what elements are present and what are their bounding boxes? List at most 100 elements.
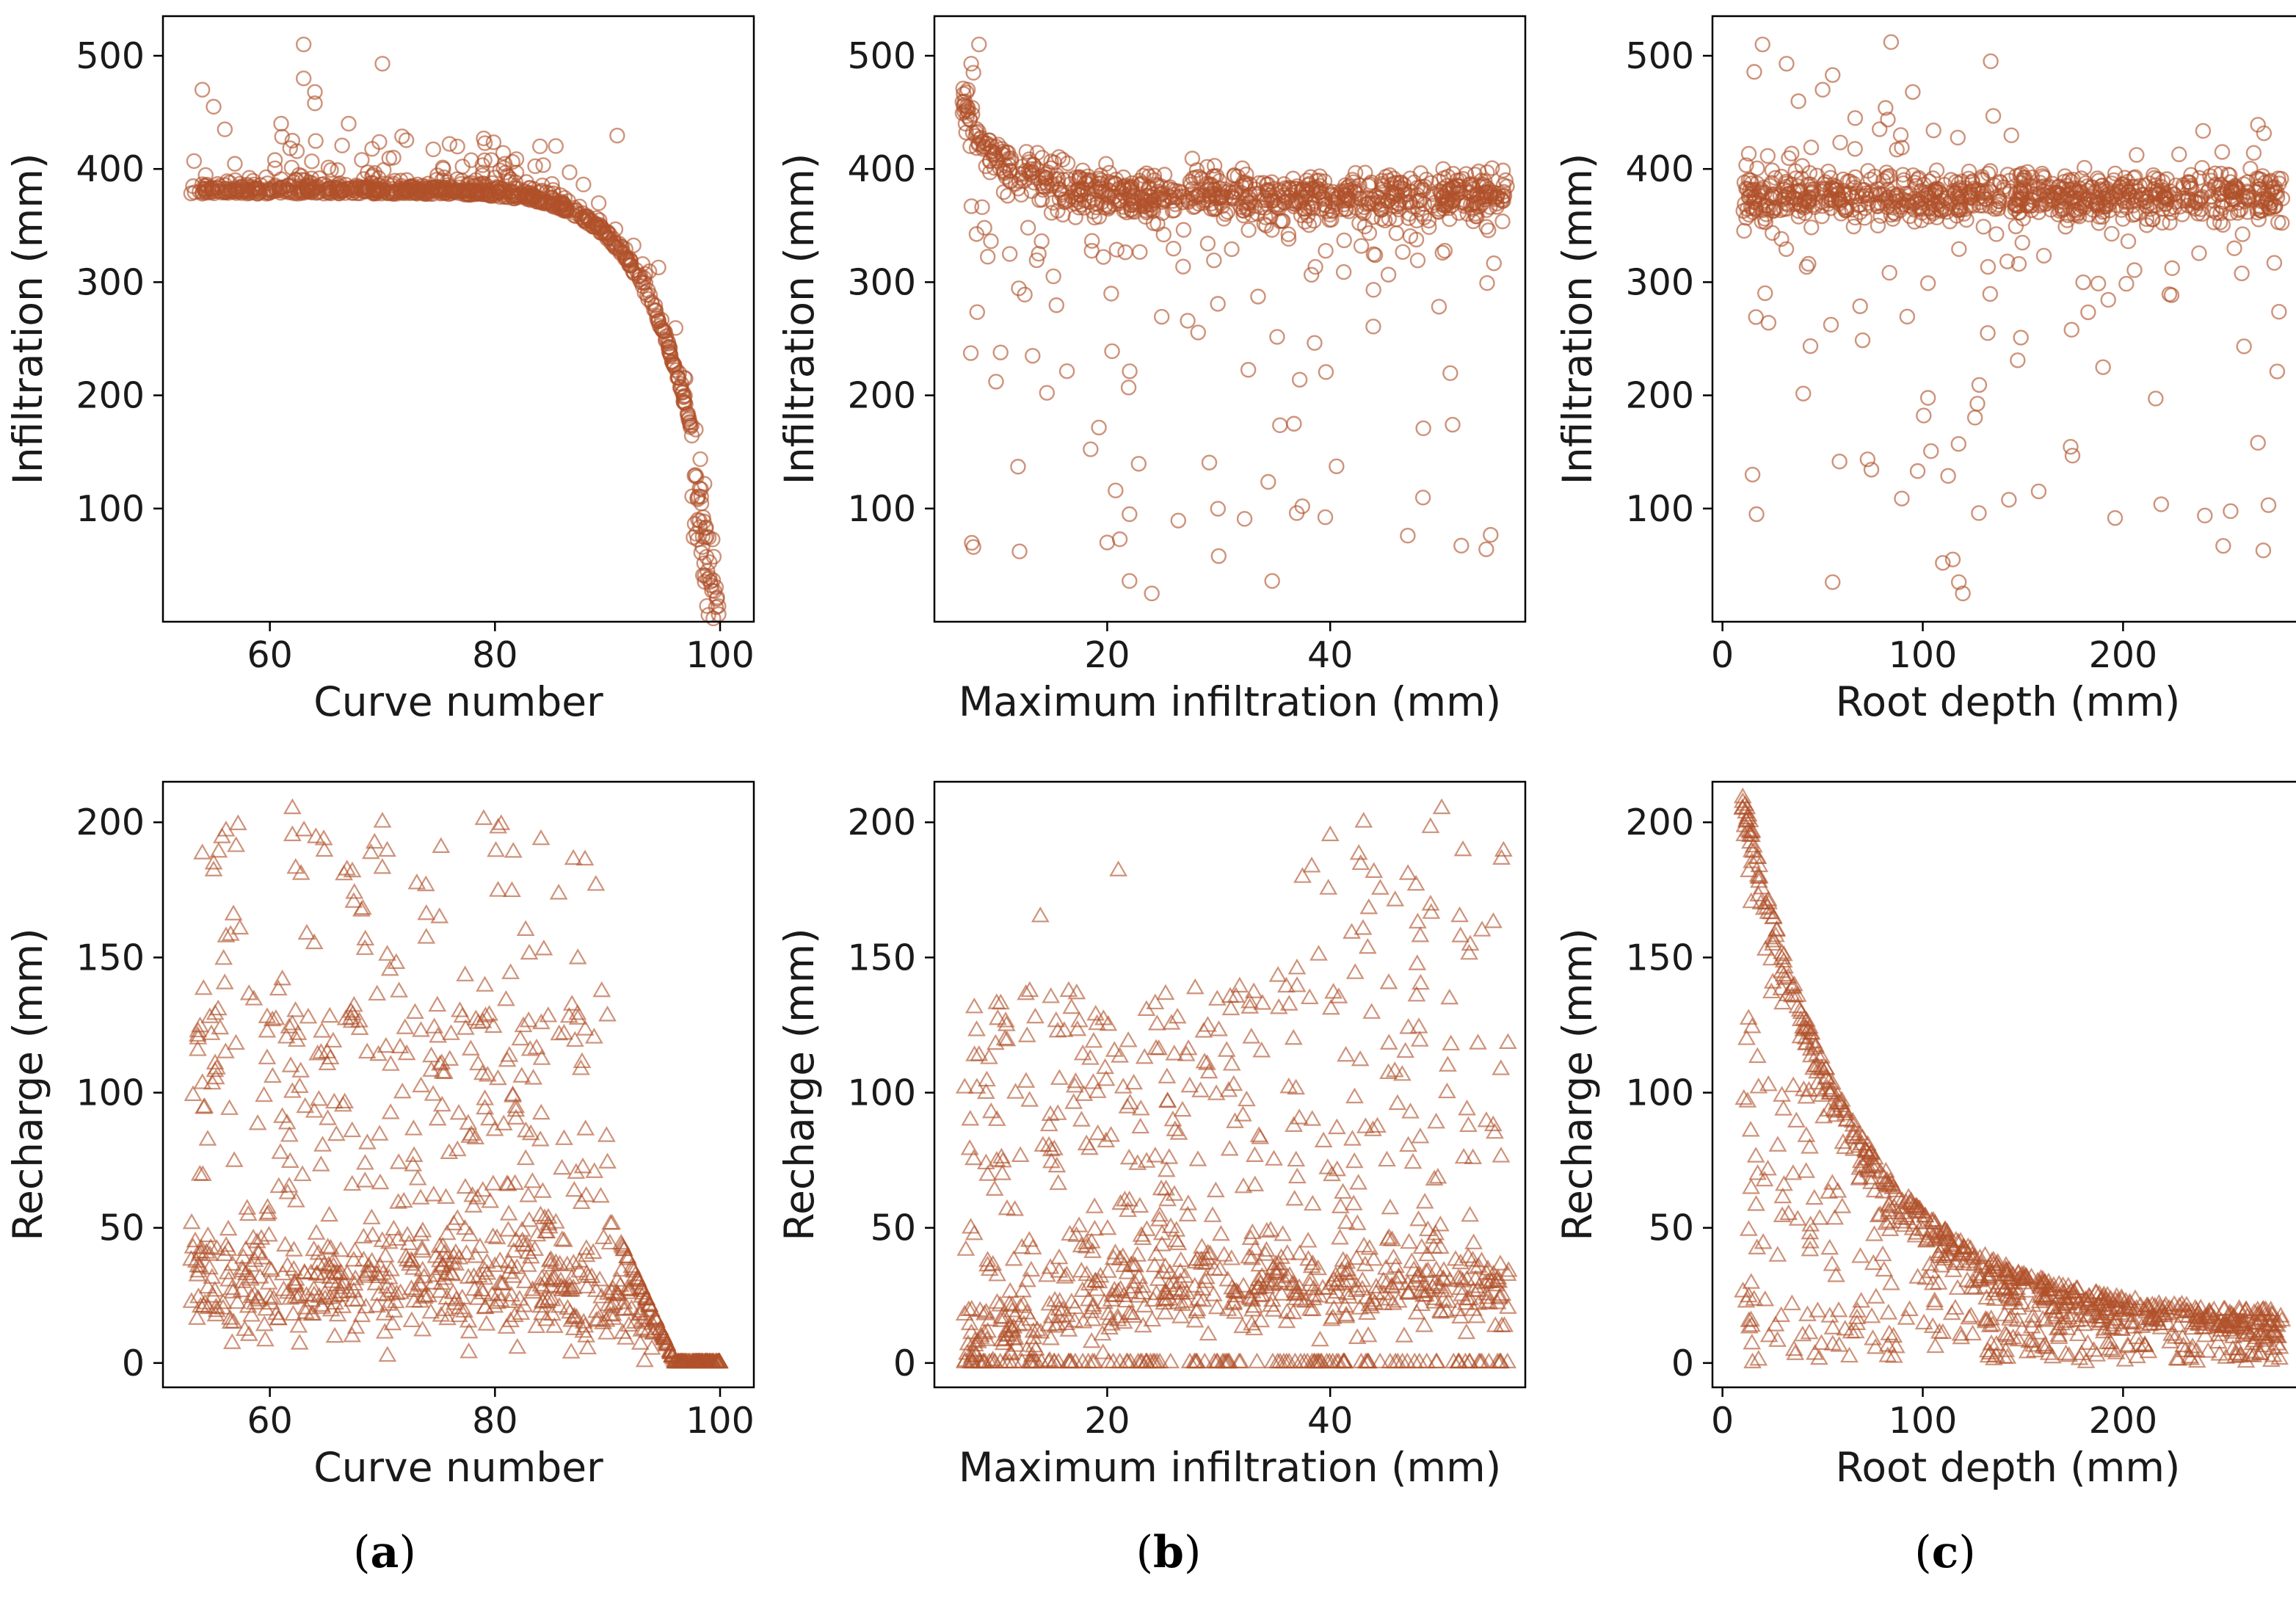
data-point <box>2195 123 2212 139</box>
data-point <box>555 1129 573 1145</box>
data-point <box>1759 148 1776 164</box>
data-point <box>422 1046 440 1063</box>
data-point <box>1084 1031 1103 1048</box>
data-point <box>1293 867 1312 883</box>
data-point <box>1379 1034 1398 1050</box>
data-point <box>1017 1072 1036 1088</box>
data-point <box>1365 319 1381 335</box>
data-point <box>1237 1090 1256 1107</box>
data-point <box>1395 1326 1414 1343</box>
data-point <box>1017 984 1036 1000</box>
data-point <box>390 1037 410 1053</box>
data-point <box>387 953 406 969</box>
data-point <box>1275 213 1291 229</box>
data-point <box>1966 410 1983 426</box>
data-point <box>1303 266 1320 283</box>
data-point <box>308 133 324 149</box>
data-point <box>1409 187 1425 203</box>
data-point <box>333 181 349 197</box>
data-point <box>361 843 380 860</box>
data-point <box>2090 275 2107 291</box>
data-point <box>1339 187 1355 203</box>
data-point <box>1925 122 1941 139</box>
data-point <box>2150 171 2166 187</box>
data-point <box>458 185 474 202</box>
data-point <box>497 188 514 205</box>
y-tick-label: 150 <box>847 937 916 978</box>
data-point <box>1373 201 1390 218</box>
data-point <box>527 158 543 175</box>
data-point <box>1280 226 1297 242</box>
data-point <box>656 323 672 340</box>
data-point <box>1867 1288 1886 1304</box>
data-point <box>1847 169 1864 185</box>
data-point <box>968 121 985 137</box>
data-point <box>2215 537 2231 554</box>
data-point <box>1420 212 1437 229</box>
data-point <box>1260 473 1276 490</box>
data-point <box>2250 435 2266 451</box>
data-point <box>1926 1337 1945 1354</box>
data-point <box>1742 1273 1761 1289</box>
data-point <box>1048 1104 1067 1120</box>
data-point <box>1085 203 1101 219</box>
data-point <box>1268 966 1287 982</box>
plot-frame <box>161 15 755 623</box>
data-point <box>1747 1195 1765 1211</box>
data-point <box>1158 1092 1177 1108</box>
data-point <box>1379 973 1398 989</box>
data-point <box>1206 1181 1225 1198</box>
data-point <box>1191 1081 1210 1097</box>
data-point <box>1058 363 1075 379</box>
data-point <box>1431 299 1447 315</box>
data-point <box>980 1048 998 1064</box>
data-point <box>1119 1031 1138 1047</box>
data-point <box>1872 121 1888 137</box>
data-point <box>1293 207 1309 224</box>
data-point <box>504 842 523 858</box>
data-point <box>226 184 242 200</box>
data-point <box>1401 1103 1420 1119</box>
data-point <box>2064 448 2081 464</box>
data-point <box>1418 171 1434 188</box>
x-tick-label: 40 <box>1307 634 1353 676</box>
data-point <box>1909 463 1926 479</box>
data-point <box>1832 134 1848 150</box>
data-point <box>1409 912 1427 929</box>
data-point <box>1279 1077 1298 1094</box>
data-point <box>378 1345 397 1362</box>
data-point <box>1069 1216 1089 1232</box>
data-point <box>1434 244 1450 261</box>
data-point <box>1147 1245 1166 1261</box>
data-point <box>993 1164 1011 1180</box>
data-point <box>1133 1229 1152 1246</box>
data-point <box>1803 219 1820 236</box>
data-point <box>1031 246 1047 262</box>
data-point <box>1950 436 1966 452</box>
data-point <box>282 140 298 156</box>
data-point <box>1498 1033 1517 1049</box>
x-tick-label: 60 <box>247 634 292 676</box>
y-axis-label: Infiltration (mm) <box>776 153 823 485</box>
data-point <box>1050 1248 1069 1265</box>
data-point <box>971 36 987 53</box>
data-point <box>961 1109 980 1126</box>
data-point <box>1381 1198 1400 1215</box>
data-point <box>1307 258 1323 275</box>
data-point <box>606 238 623 254</box>
data-point <box>1825 67 1841 83</box>
data-point <box>449 138 465 155</box>
data-point <box>1145 215 1162 231</box>
data-point <box>1414 490 1431 506</box>
data-point <box>1961 163 1977 180</box>
data-point <box>1203 1206 1222 1222</box>
data-point <box>533 1182 552 1198</box>
data-point <box>222 1333 241 1349</box>
data-point <box>2003 127 2019 144</box>
data-point <box>1451 184 1467 200</box>
data-point <box>1464 1233 1483 1249</box>
data-point <box>1478 541 1494 558</box>
data-point <box>1287 1150 1306 1167</box>
